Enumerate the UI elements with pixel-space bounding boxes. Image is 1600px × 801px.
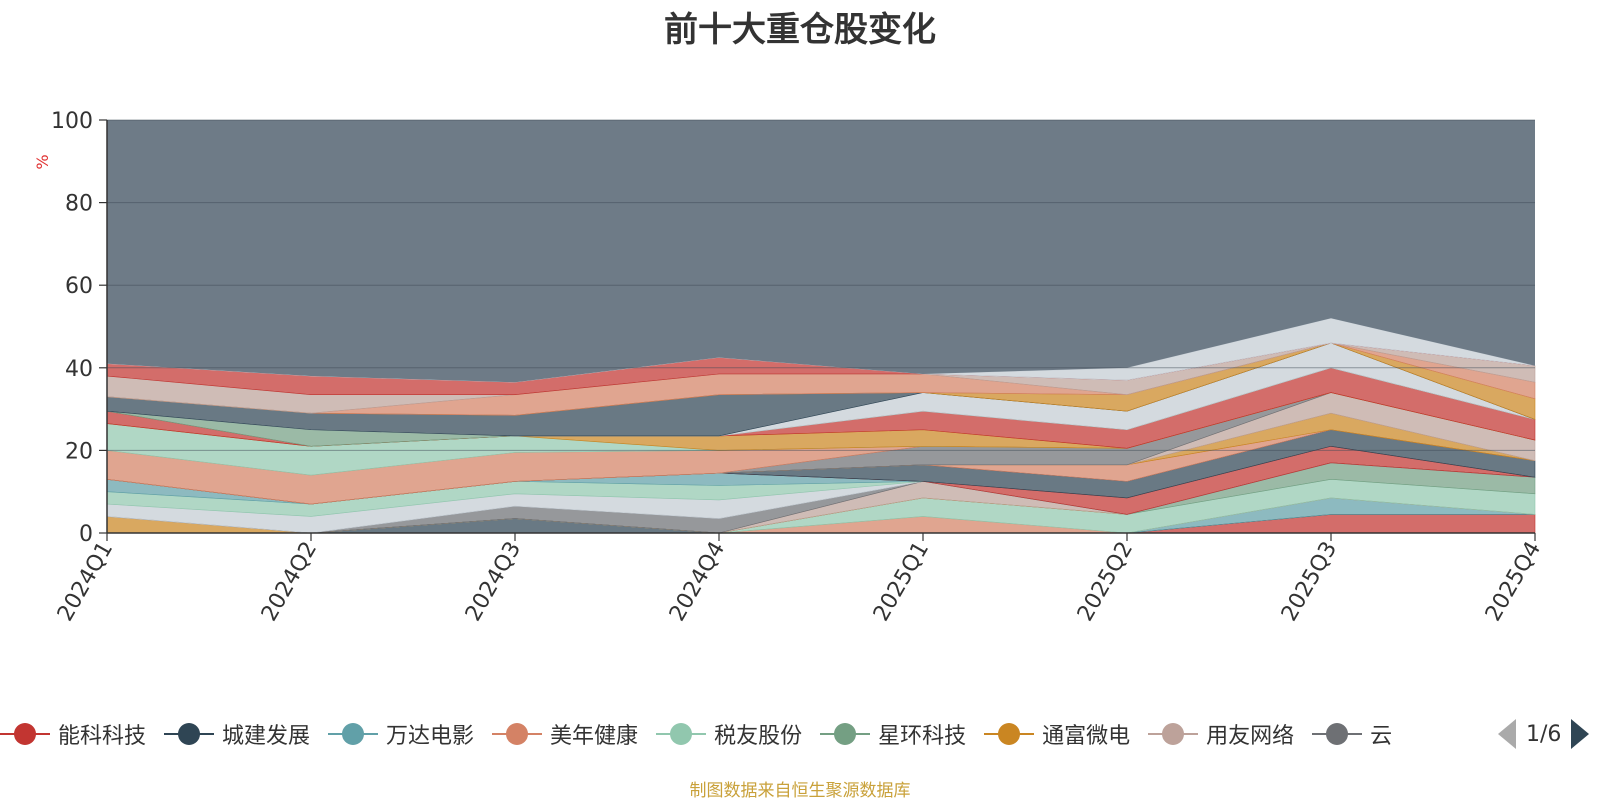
legend-item[interactable]: 美年健康 bbox=[492, 712, 638, 756]
legend-item[interactable]: 能科科技 bbox=[0, 712, 146, 756]
x-tick-label: 2024Q1 bbox=[53, 538, 118, 626]
legend-label: 万达电影 bbox=[386, 724, 475, 749]
source-note: 制图数据来自恒生聚源数据库 bbox=[689, 781, 911, 801]
legend-marker-icon bbox=[1312, 723, 1363, 745]
legend-marker-icon bbox=[164, 723, 215, 745]
y-tick-label: 100 bbox=[51, 109, 93, 134]
legend-label: 美年健康 bbox=[550, 724, 639, 749]
legend-marker-icon bbox=[0, 723, 50, 745]
legend-item[interactable]: 用友网络 bbox=[1148, 712, 1294, 756]
x-tick-label: 2024Q3 bbox=[461, 538, 526, 626]
legend-marker-icon bbox=[328, 723, 379, 745]
legend-marker-icon bbox=[656, 723, 707, 745]
y-axis-label: % bbox=[33, 154, 52, 169]
x-tick-label: 2024Q4 bbox=[665, 538, 730, 626]
legend-item[interactable]: 云 bbox=[1312, 712, 1392, 756]
chart-title: 前十大重仓股变化 bbox=[664, 10, 936, 50]
area-series-group bbox=[106, 317, 1536, 534]
area-remaining bbox=[107, 120, 1535, 383]
legend-label: 能科科技 bbox=[58, 724, 147, 749]
legend-label: 税友股份 bbox=[714, 724, 803, 749]
legend-label: 星环科技 bbox=[878, 724, 967, 749]
legend-page-label: 1/6 bbox=[1526, 721, 1562, 747]
legend-prev-icon[interactable] bbox=[1498, 719, 1516, 749]
remaining-area-group bbox=[107, 120, 1535, 383]
legend-item[interactable]: 城建发展 bbox=[164, 712, 310, 756]
legend-label: 用友网络 bbox=[1206, 724, 1295, 749]
legend-item[interactable]: 万达电影 bbox=[328, 712, 474, 756]
legend: 能科科技 城建发展 万达电影 美年健康 税友股份 星环科技 通富微电 用友网络 云 bbox=[0, 712, 1480, 756]
y-tick-label: 80 bbox=[65, 192, 93, 217]
legend-item[interactable]: 星环科技 bbox=[820, 712, 966, 756]
chart-plot: 0 20 40 60 80 100 2024Q1 2024Q2 2024Q3 2024Q4 2025… bbox=[33, 109, 1546, 626]
legend-marker-icon bbox=[984, 723, 1035, 745]
legend-marker-icon bbox=[492, 723, 543, 745]
y-tick-label: 40 bbox=[65, 357, 93, 382]
x-tick-label: 2025Q3 bbox=[1277, 538, 1342, 626]
legend-item[interactable]: 通富微电 bbox=[984, 712, 1130, 756]
y-tick-label: 0 bbox=[79, 522, 93, 547]
legend-item[interactable]: 税友股份 bbox=[656, 712, 802, 756]
x-tick-label: 2025Q2 bbox=[1073, 538, 1138, 626]
legend-label: 云 bbox=[1370, 724, 1393, 749]
legend-pager: 1/6 bbox=[1498, 716, 1590, 752]
x-tick-label: 2025Q1 bbox=[869, 538, 934, 626]
x-tick-label: 2025Q4 bbox=[1481, 538, 1546, 626]
legend-label: 城建发展 bbox=[222, 724, 311, 749]
gridlines bbox=[107, 119, 1535, 451]
legend-marker-icon bbox=[820, 723, 871, 745]
legend-marker-icon bbox=[1148, 723, 1199, 745]
x-tick-label: 2024Q2 bbox=[257, 538, 322, 626]
legend-label: 通富微电 bbox=[1042, 724, 1131, 749]
y-tick-label: 60 bbox=[65, 274, 93, 299]
legend-next-icon[interactable] bbox=[1571, 719, 1590, 749]
y-tick-label: 20 bbox=[65, 439, 93, 464]
